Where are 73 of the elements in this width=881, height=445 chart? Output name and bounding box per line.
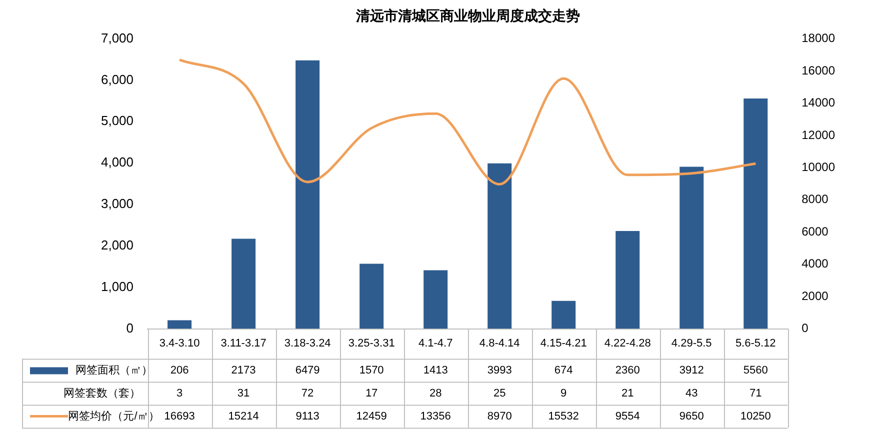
data-label: 206 [170,364,189,376]
data-label: 15214 [228,410,259,422]
data-label: 8970 [487,410,512,422]
data-label: 1570 [359,364,384,376]
text: 17 [365,387,378,400]
data-label: 13356 [420,410,451,422]
bar [168,320,192,329]
y-tick-label: 3,000 [100,196,134,212]
data-label: 15532 [548,410,579,422]
x-tick-label: 3.25-3.31 [348,337,395,350]
x-tick-label: 4.15-4.21 [540,337,587,350]
text: 31 [237,387,250,400]
text: 3 [176,387,183,400]
text: 28 [429,387,442,400]
bar [744,98,768,329]
y-tick-label: 2,000 [100,238,134,253]
y-tick-label: 0 [126,320,134,336]
bar [232,238,256,329]
legend-label: 网签面积（㎡） [75,364,152,376]
y2-tick-label: 10000 [802,160,836,174]
y2-tick-label: 4000 [802,256,829,271]
data-label: 9650 [679,410,704,422]
chart-title: 清远市清城区商业物业周度成交走势 [355,7,580,24]
data-label: 9554 [615,410,640,422]
y2-tick-label: 16000 [802,63,836,78]
bar [488,163,512,329]
text: 72 [301,387,314,400]
bar [552,300,576,329]
x-tick-label: 3.11-3.17 [220,337,266,350]
data-label: 2360 [615,364,640,376]
y-tick-label: 4,000 [100,154,134,170]
y2-tick-label: 14000 [802,96,836,110]
bar [424,270,448,329]
bar [616,231,640,329]
y2-tick-label: 18000 [802,31,836,46]
x-tick-label: 3.4-3.10 [159,337,200,350]
bar [680,166,704,329]
y2-tick-label: 2000 [802,288,829,303]
y-tick-label: 6,000 [100,72,134,87]
data-label: 6479 [295,364,320,376]
y2-tick-label: 12000 [802,128,836,142]
bar [360,264,384,329]
text: 43 [685,387,698,400]
data-label: 3993 [487,364,512,376]
line-series [178,58,757,186]
legend-label: 网签均价（元/㎡） [68,410,160,422]
y2-tick-label: 6000 [802,224,829,238]
data-label: 12459 [356,410,387,422]
bar [296,60,320,329]
text: 25 [493,387,506,400]
x-tick-label: 4.1-4.7 [418,337,453,350]
data-label: 9113 [296,410,320,422]
y2-tick-label: 8000 [802,192,829,206]
x-tick-label: 4.22-4.28 [604,337,651,350]
data-label: 10250 [740,410,771,422]
text: 71 [750,387,762,400]
data-label: 5560 [743,364,768,376]
x-tick-label: 5.6-5.12 [735,337,776,350]
y-tick-label: 5,000 [100,113,134,128]
x-tick-label: 3.18-3.24 [284,337,331,350]
x-tick-label: 4.29-5.5 [671,337,712,350]
text: 21 [621,387,634,400]
y2-tick-label: 0 [802,321,809,336]
data-label: 2173 [231,364,256,376]
x-tick-label: 4.8-4.14 [479,337,520,350]
data-label: 674 [554,364,573,376]
text: 网签套数（套） [63,387,140,400]
text: 9 [560,387,567,400]
data-label: 3912 [679,364,704,376]
data-label: 16693 [164,410,195,422]
y-tick-label: 1,000 [100,278,134,294]
data-label: 1413 [423,364,448,376]
y-tick-label: 7,000 [100,30,134,46]
